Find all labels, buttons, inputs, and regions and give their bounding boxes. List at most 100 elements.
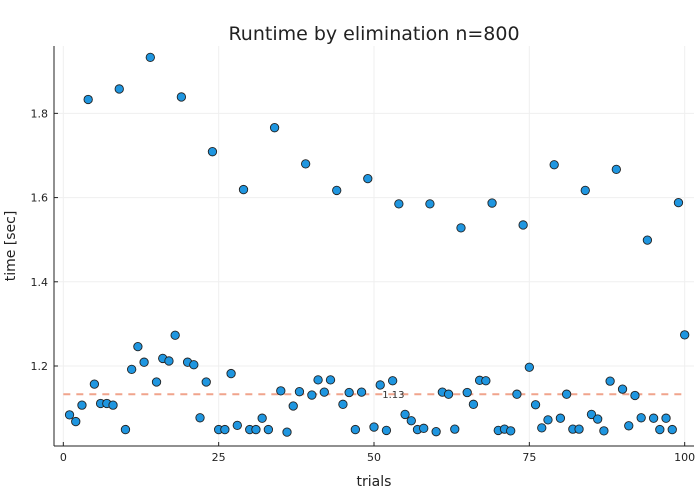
data-point: [151, 377, 162, 387]
data-point: [630, 390, 640, 401]
data-point: [238, 184, 249, 195]
data-point: [257, 413, 267, 423]
data-point: [667, 424, 677, 435]
data-point: [120, 424, 131, 435]
data-point: [170, 330, 180, 340]
data-point: [574, 424, 584, 434]
data-point: [220, 424, 230, 435]
data-point: [338, 399, 348, 409]
y-axis-label: time [sec]: [3, 211, 19, 282]
data-point: [524, 362, 534, 372]
data-point: [294, 387, 305, 397]
y-tick-label: 1.2: [31, 360, 49, 373]
data-point: [77, 400, 87, 410]
chart-title: Runtime by elimination n=800: [228, 23, 519, 45]
data-point: [431, 427, 441, 437]
data-point: [276, 386, 286, 396]
y-tick-label: 1.6: [31, 192, 49, 205]
data-point: [164, 356, 174, 366]
data-point: [468, 399, 479, 409]
data-point: [301, 159, 311, 169]
data-point: [133, 341, 143, 352]
data-point: [83, 94, 93, 105]
x-axis-label: trials: [357, 474, 392, 490]
data-point: [307, 390, 317, 400]
data-point: [655, 424, 665, 435]
data-point: [537, 423, 547, 433]
mean-reference-label: 1.13: [382, 390, 404, 401]
data-point: [462, 387, 472, 398]
data-point: [319, 387, 329, 397]
data-point: [443, 389, 454, 399]
data-point: [481, 376, 491, 386]
data-point: [617, 384, 628, 394]
data-point: [282, 427, 292, 437]
data-point: [624, 421, 634, 431]
data-point: [580, 185, 590, 196]
data-point: [400, 409, 410, 420]
data-point: [350, 424, 361, 435]
data-point: [195, 413, 205, 423]
data-point: [593, 414, 603, 424]
data-point: [145, 52, 155, 63]
data-point: [226, 368, 236, 379]
y-tick-label: 1.8: [31, 107, 49, 120]
data-point: [636, 413, 646, 423]
x-tick-label: 50: [367, 451, 381, 464]
data-point: [269, 123, 280, 133]
data-point: [201, 377, 211, 387]
data-point: [251, 424, 261, 435]
data-point: [375, 380, 385, 390]
data-point: [127, 364, 137, 375]
x-tick-label: 0: [60, 451, 67, 464]
x-tick-label: 100: [674, 451, 695, 464]
data-point: [661, 413, 671, 423]
data-point: [89, 379, 100, 389]
data-point: [456, 223, 466, 233]
data-point: [530, 400, 541, 410]
data-point: [648, 413, 659, 423]
axes-layer: 0 25 50 75 100 1.2 1.4 1.6 1.8: [31, 46, 695, 464]
data-point: [680, 330, 690, 340]
data-point: [332, 185, 342, 196]
data-point: [555, 413, 566, 423]
data-point: [487, 198, 497, 208]
data-point: [263, 424, 274, 435]
data-point: [506, 426, 516, 436]
grid-layer: [54, 46, 694, 446]
data-point: [611, 164, 621, 175]
data-point: [232, 420, 242, 431]
data-point: [344, 387, 354, 398]
data-point: [549, 160, 559, 170]
data-point: [586, 409, 597, 420]
y-tick-label: 1.4: [31, 276, 49, 289]
x-tick-label: 75: [522, 451, 536, 464]
data-point: [425, 199, 435, 209]
x-tick-label: 25: [212, 451, 226, 464]
data-point: [64, 410, 75, 420]
data-points-layer: [64, 52, 690, 437]
data-point: [369, 422, 379, 432]
data-point: [518, 220, 528, 230]
data-point: [419, 423, 429, 433]
data-point: [356, 387, 367, 397]
data-point: [673, 197, 684, 208]
data-point: [108, 400, 118, 410]
data-point: [450, 424, 460, 434]
data-point: [114, 84, 124, 94]
data-point: [313, 375, 323, 385]
data-point: [207, 147, 218, 157]
data-point: [561, 389, 572, 399]
data-point: [189, 360, 199, 370]
reference-line-layer: 1.13: [63, 390, 685, 401]
data-point: [288, 401, 298, 411]
data-point: [387, 376, 398, 386]
data-point: [176, 92, 187, 102]
data-point: [642, 235, 653, 245]
data-point: [363, 173, 373, 184]
data-point: [394, 199, 404, 209]
data-point: [381, 425, 392, 436]
data-point: [543, 415, 553, 425]
